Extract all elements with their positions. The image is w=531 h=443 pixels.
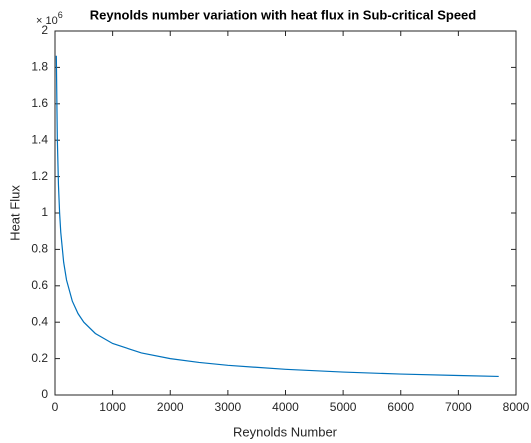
x-tick-label: 3000 bbox=[215, 400, 242, 414]
y-tick-label: 0 bbox=[41, 387, 48, 401]
x-tick-label: 7000 bbox=[445, 400, 472, 414]
x-tick-label: 4000 bbox=[272, 400, 299, 414]
x-tick-label: 8000 bbox=[503, 400, 530, 414]
y-axis-label: Heat Flux bbox=[7, 185, 22, 241]
x-tick-label: 5000 bbox=[330, 400, 357, 414]
x-tick-label: 1000 bbox=[99, 400, 126, 414]
y-tick-label: 1.6 bbox=[31, 96, 48, 110]
y-tick-label: 0.2 bbox=[31, 351, 48, 365]
chart-title: Reynolds number variation with heat flux… bbox=[90, 7, 477, 22]
plot-box bbox=[54, 30, 517, 396]
y-tick-label: 0.8 bbox=[31, 242, 48, 256]
y-tick-label: 1 bbox=[41, 205, 48, 219]
data-line bbox=[55, 55, 499, 378]
y-tick-label: 1.8 bbox=[31, 60, 48, 74]
x-tick-label: 2000 bbox=[157, 400, 184, 414]
y-tick-label: 0.6 bbox=[31, 278, 48, 292]
x-tick-label: 0 bbox=[52, 400, 59, 414]
x-tick-label: 6000 bbox=[387, 400, 414, 414]
y-exponent: × 106 bbox=[36, 10, 63, 27]
y-tick-label: 2 bbox=[41, 23, 48, 37]
y-tick-label: 1.4 bbox=[31, 132, 48, 146]
y-tick-label: 0.4 bbox=[31, 314, 48, 328]
y-exponent-power: 6 bbox=[58, 10, 63, 20]
x-axis-label: Reynolds Number bbox=[233, 424, 338, 439]
y-exponent-base: × 10 bbox=[36, 15, 58, 27]
y-tick-label: 1.2 bbox=[31, 169, 48, 183]
